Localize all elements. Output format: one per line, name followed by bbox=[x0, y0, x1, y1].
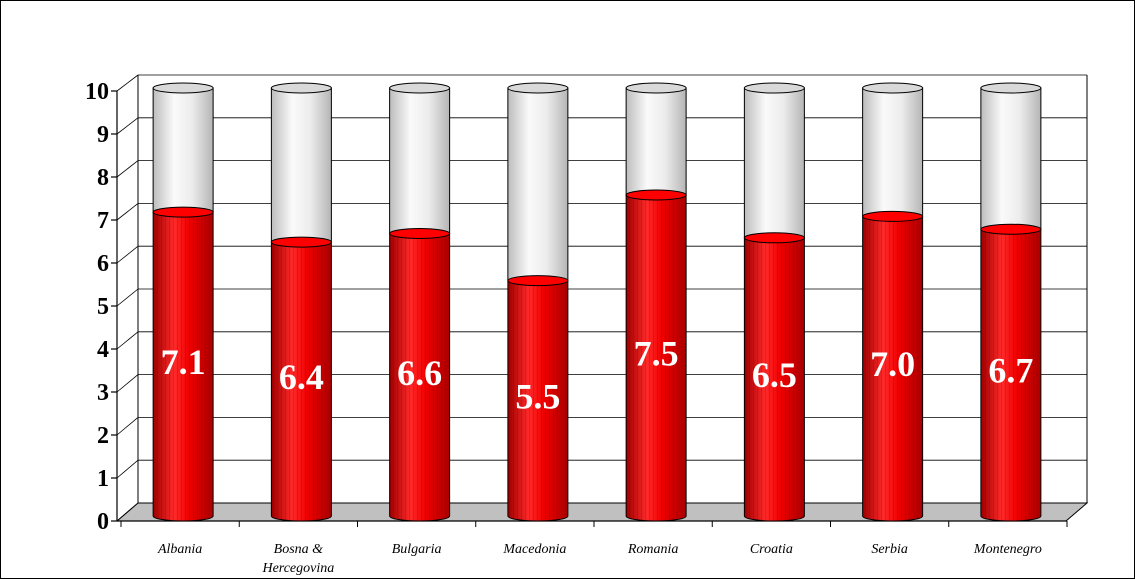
depth-connector bbox=[116, 160, 139, 178]
bar-albania: 7.1 bbox=[152, 82, 214, 522]
y-tick-label: 6 bbox=[97, 251, 109, 277]
bar-remainder bbox=[152, 87, 214, 218]
depth-connector bbox=[116, 417, 139, 436]
bar-top-cap bbox=[389, 82, 451, 94]
bar-value-surface bbox=[862, 210, 924, 222]
bar-top-cap bbox=[743, 82, 805, 94]
bar-value-texture bbox=[744, 237, 805, 522]
bar-top-cap bbox=[625, 82, 687, 94]
bar-remainder bbox=[862, 87, 924, 222]
bar-top-cap bbox=[152, 82, 214, 94]
bar-value-surface bbox=[980, 223, 1042, 235]
bar-value-texture bbox=[271, 242, 332, 521]
data-label: 7.5 bbox=[634, 334, 679, 374]
x-tick-label: Bulgaria bbox=[392, 542, 442, 557]
data-label: 6.7 bbox=[988, 351, 1033, 391]
bar-top-cap bbox=[980, 82, 1042, 94]
bar-remainder bbox=[625, 87, 687, 201]
bar-value-texture bbox=[389, 233, 450, 521]
bar-bulgaria: 6.6 bbox=[389, 82, 451, 522]
depth-connector bbox=[116, 502, 139, 522]
bar-remainder bbox=[507, 87, 569, 287]
data-label: 5.5 bbox=[515, 376, 560, 416]
bar-value-surface bbox=[389, 228, 451, 240]
x-tick-label: Croatia bbox=[750, 542, 793, 557]
bar-remainder bbox=[270, 87, 332, 248]
bars: 7.1 6.4 6.6 5.5 7.5 6.5 7.0 6.7 bbox=[152, 82, 1042, 522]
depth-connector bbox=[116, 117, 139, 135]
depth-connector bbox=[116, 288, 139, 307]
y-tick-label: 2 bbox=[97, 423, 109, 449]
y-tick-label: 4 bbox=[97, 337, 109, 363]
data-label: 6.4 bbox=[279, 357, 324, 397]
x-tick-label: Albania bbox=[157, 542, 202, 557]
bar-top-cap bbox=[862, 82, 924, 94]
depth-connector bbox=[116, 74, 139, 92]
data-label: 7.0 bbox=[870, 344, 915, 384]
bar-remainder bbox=[980, 87, 1042, 235]
bar-bosna-hercegovina: 6.4 bbox=[270, 82, 332, 522]
depth-connector bbox=[116, 374, 139, 393]
bar-remainder bbox=[743, 87, 805, 244]
x-tick-label: Romania bbox=[627, 542, 679, 557]
category-labels: Albania Bosna & Hercegovina Bulgaria Macedon… bbox=[157, 542, 1042, 576]
y-axis bbox=[111, 74, 1068, 527]
y-tick-label: 9 bbox=[97, 122, 109, 148]
depth-connector bbox=[116, 203, 139, 221]
bar-value-surface bbox=[625, 189, 687, 201]
bar-serbia: 7.0 bbox=[862, 82, 924, 522]
y-tick-label: 8 bbox=[97, 165, 109, 191]
bar-montenegro: 6.7 bbox=[980, 82, 1042, 522]
bar-value-texture bbox=[153, 212, 214, 521]
bar-macedonia: 5.5 bbox=[507, 82, 569, 522]
x-tick-label: Serbia bbox=[871, 542, 908, 557]
depth-connector bbox=[116, 245, 139, 264]
bar-value-surface bbox=[743, 232, 805, 244]
data-label: 6.6 bbox=[397, 353, 442, 393]
bar-croatia: 6.5 bbox=[743, 82, 805, 522]
x-tick-label: Montenegro bbox=[973, 542, 1042, 557]
bar-value-surface bbox=[152, 206, 214, 218]
depth-connector bbox=[116, 331, 139, 350]
y-tick-label: 1 bbox=[97, 466, 109, 492]
depth-connector bbox=[116, 459, 139, 479]
floor-plane bbox=[115, 502, 1089, 522]
y-tick-label: 7 bbox=[97, 208, 109, 234]
y-tick-label: 3 bbox=[97, 380, 109, 406]
y-tick-label: 10 bbox=[85, 79, 109, 105]
data-label: 6.5 bbox=[752, 355, 797, 395]
bar-value-surface bbox=[507, 275, 569, 287]
bar-romania: 7.5 bbox=[625, 82, 687, 522]
x-tick-label: Bosna & Hercegovina bbox=[261, 542, 334, 576]
bar-value-texture bbox=[626, 195, 687, 521]
bar-remainder bbox=[389, 87, 451, 240]
bar-value-texture bbox=[862, 216, 923, 521]
bar-top-cap bbox=[507, 82, 569, 94]
bar-value-texture bbox=[507, 280, 568, 521]
bar-value-surface bbox=[270, 236, 332, 248]
bar-value-texture bbox=[980, 229, 1041, 522]
data-label: 7.1 bbox=[161, 342, 206, 382]
bar-top-cap bbox=[270, 82, 332, 94]
y-tick-label: 5 bbox=[97, 294, 109, 320]
x-tick-label: Macedonia bbox=[502, 542, 566, 557]
y-tick-label: 0 bbox=[97, 509, 109, 535]
chart-floor bbox=[115, 502, 1089, 522]
y-tick-labels: 0 1 2 3 4 5 6 7 8 9 10 bbox=[85, 79, 109, 535]
